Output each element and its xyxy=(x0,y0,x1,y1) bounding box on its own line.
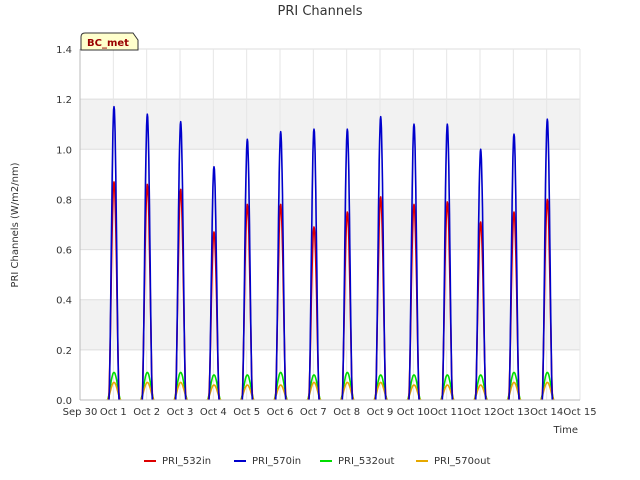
x-tick-label: Oct 10 xyxy=(397,407,430,418)
series-line-PRI_532in xyxy=(107,181,554,401)
series-line-PRI_570out xyxy=(106,381,555,401)
x-tick-label: Sep 30 xyxy=(63,407,98,418)
x-tick-label: Oct 4 xyxy=(200,407,227,418)
series-line-PRI_570in xyxy=(108,105,554,401)
x-tick-label: Oct 14 xyxy=(530,407,563,418)
badge-shape xyxy=(80,32,139,51)
x-tick-label: Oct 5 xyxy=(233,407,260,418)
series-line-PRI_532out xyxy=(106,371,555,401)
grid-bands xyxy=(80,99,580,350)
x-tick-label: Oct 2 xyxy=(133,407,160,418)
grid-band xyxy=(80,99,580,150)
y-tick-label: 1.4 xyxy=(56,45,72,56)
x-tick-label: Oct 8 xyxy=(333,407,360,418)
legend-label: PRI_532in xyxy=(162,456,211,467)
site-badge: BC_met xyxy=(80,32,139,51)
y-tick-label: 0.6 xyxy=(56,246,72,257)
y-tick-label: 0.2 xyxy=(56,346,72,357)
y-tick-label: 0.8 xyxy=(56,195,72,206)
y-tick-label: 1.0 xyxy=(56,145,72,156)
x-tick-label: Oct 15 xyxy=(563,407,596,418)
x-tick-label: Oct 3 xyxy=(167,407,194,418)
legend-label: PRI_570out xyxy=(434,456,490,467)
badge-label: BC_met xyxy=(87,38,129,49)
y-tick-label: 0.0 xyxy=(56,396,72,407)
y-tick-label: 1.2 xyxy=(56,95,72,106)
x-tick-label: Oct 11 xyxy=(430,407,463,418)
grid-band xyxy=(80,199,580,250)
y-tick-label: 0.4 xyxy=(56,296,72,307)
legend-label: PRI_570in xyxy=(252,456,301,467)
legend: PRI_532in PRI_570in PRI_532out PRI_570out xyxy=(144,456,490,467)
axes: 0.0 0.2 0.4 0.6 0.8 1.0 1.2 1.4 Sep 30 Oct 1 Oct 2… xyxy=(56,45,597,418)
y-axis-label: PRI Channels (W/m2/nm) xyxy=(10,162,21,287)
legend-label: PRI_532out xyxy=(338,456,394,467)
x-axis-label: Time xyxy=(553,425,578,436)
grid-band xyxy=(80,299,580,350)
x-tick-label: Oct 1 xyxy=(100,407,127,418)
x-tick-label: Oct 9 xyxy=(367,407,394,418)
x-tick-label: Oct 7 xyxy=(300,407,327,418)
x-tick-label: Oct 13 xyxy=(497,407,530,418)
chart-title: PRI Channels xyxy=(278,4,363,19)
x-tick-label: Oct 6 xyxy=(267,407,294,418)
x-tick-label: Oct 12 xyxy=(463,407,496,418)
